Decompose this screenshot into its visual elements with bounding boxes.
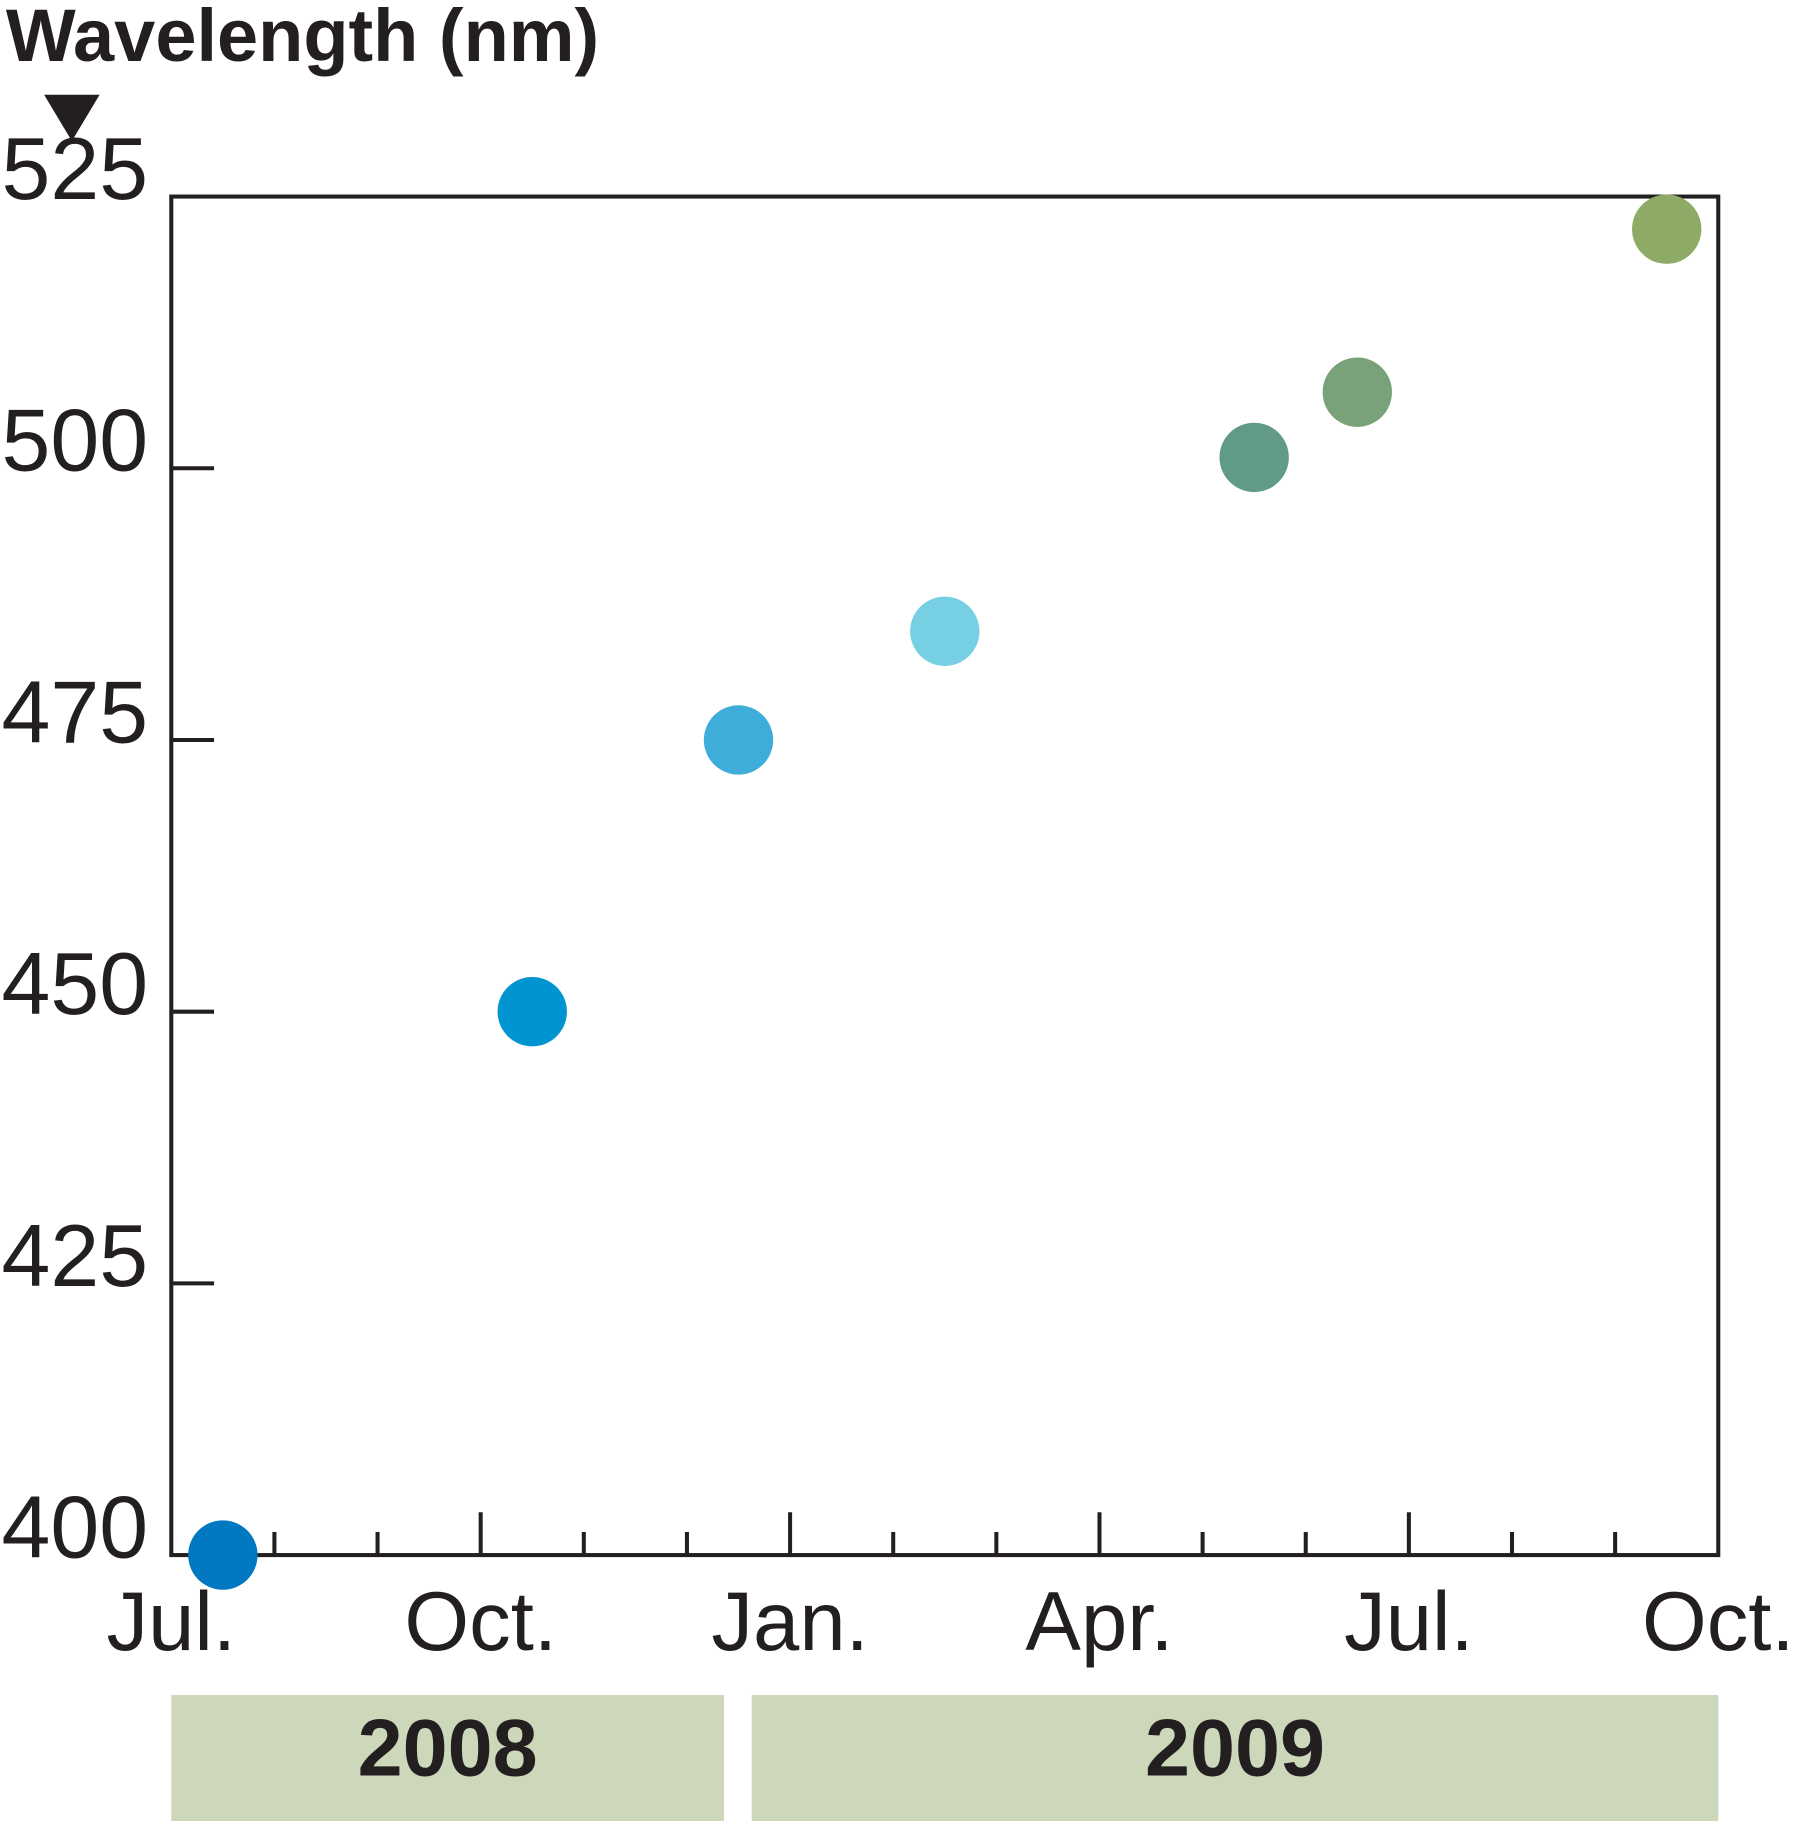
axis-arrow	[44, 94, 100, 142]
data-point	[497, 976, 567, 1047]
data-point	[188, 1520, 258, 1590]
data-point	[703, 705, 774, 775]
y-tick-label: 500	[2, 391, 149, 490]
y-axis-title: Wavelength (nm)	[6, 0, 599, 77]
year-band	[171, 1694, 724, 1821]
y-tick-label: 525	[2, 119, 149, 218]
x-tick-label: Jul.	[107, 1575, 237, 1668]
x-tick-label: Oct.	[404, 1575, 557, 1668]
y-tick-label: 475	[2, 662, 149, 761]
year-label: 2009	[1145, 1703, 1325, 1793]
x-tick-label: Jan.	[711, 1575, 868, 1668]
x-tick-label: Oct.	[1642, 1575, 1795, 1668]
data-point	[1322, 357, 1392, 427]
data-point	[1219, 422, 1289, 493]
plot-frame	[169, 194, 1721, 1558]
data-point	[1632, 194, 1702, 264]
y-tick-label: 425	[2, 1206, 149, 1305]
y-tick-label: 400	[2, 1477, 149, 1576]
x-tick-label: Apr.	[1025, 1575, 1173, 1668]
y-tick-label: 450	[2, 934, 149, 1033]
year-band	[751, 1694, 1719, 1821]
x-tick-label: Jul.	[1344, 1575, 1474, 1668]
data-point	[910, 596, 980, 666]
year-label: 2008	[358, 1703, 538, 1793]
